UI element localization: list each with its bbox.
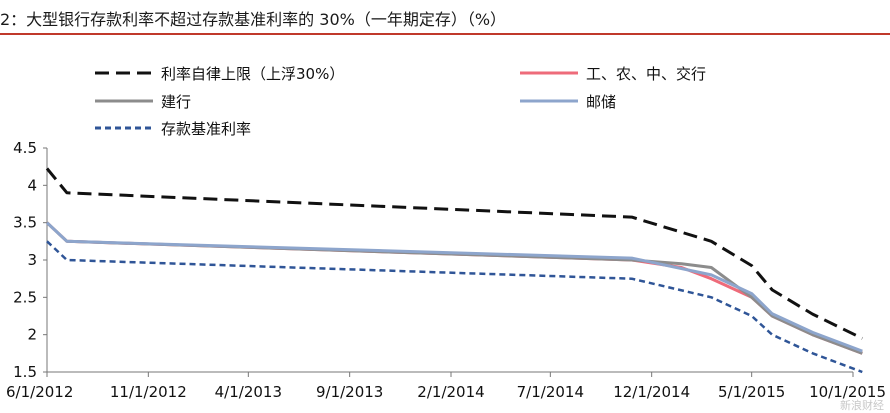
y-tick-label: 4 [27,176,37,194]
chart-title: 2：大型银行存款利率不超过存款基准利率的 30%（一年期定存）（%） [0,10,507,29]
x-tick-label: 7/1/2014 [517,383,584,401]
y-tick-label: 1.5 [13,363,37,381]
legend-label-0: 利率自律上限（上浮30%） [161,65,344,83]
title-underline [0,33,890,35]
chart-axes [43,147,854,377]
x-tick-label: 9/1/2013 [316,383,383,401]
series-line-4 [46,240,863,374]
legend-label-4: 存款基准利率 [161,120,251,138]
x-tick-label: 12/1/2014 [613,383,690,401]
y-tick-label: 2.5 [13,288,37,306]
legend-label-2: 建行 [161,93,191,111]
legend-label-1: 工、农、中、交行 [586,65,706,83]
watermark-text: 新浪财经 [840,399,884,412]
x-tick-label: 5/1/2015 [718,383,785,401]
x-tick-label: 2/1/2014 [417,383,484,401]
y-tick-label: 3 [27,251,37,269]
series-line-3 [45,221,863,353]
y-tick-label: 3.5 [13,214,37,232]
x-tick-label: 6/1/2012 [6,383,73,401]
x-tick-label: 4/1/2013 [215,383,282,401]
legend-label-3: 邮储 [586,93,616,111]
y-tick-label: 2 [27,326,37,344]
series-lines [45,167,863,374]
x-tick-label: 11/1/2012 [110,383,187,401]
x-axis-tick-labels: 6/1/2012 11/1/2012 4/1/2013 9/1/2013 2/1/201… [6,383,886,401]
y-axis-tick-labels: 1.5 2 2.5 3 3.5 4 4.5 [13,139,37,381]
series-line-0 [45,167,863,340]
y-tick-label: 4.5 [13,139,37,157]
x-tick-label: 10/1/2015 [809,383,886,401]
